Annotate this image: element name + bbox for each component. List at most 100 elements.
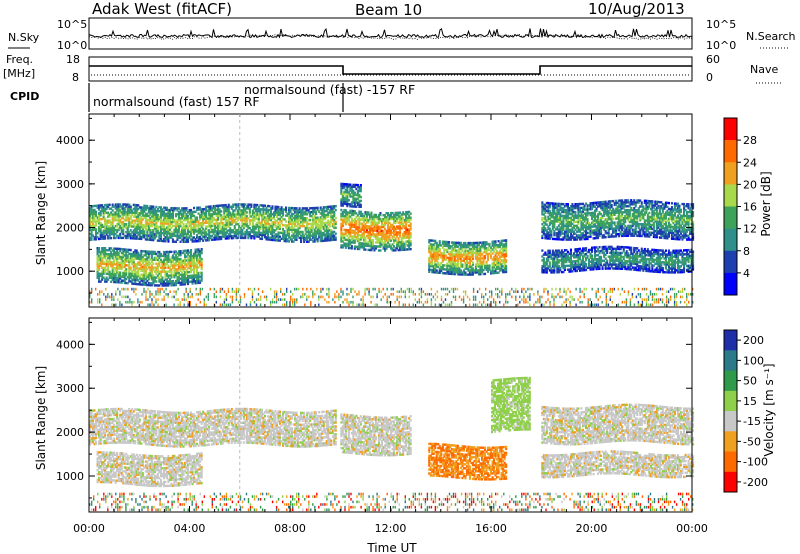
nave-tick-top: 60 [706, 53, 720, 66]
velocity-colorbar-label-2: 50 [743, 375, 757, 388]
freq-panel-frame [89, 57, 692, 81]
freq-tick-bottom: 8 [72, 71, 79, 84]
time-tick-label-6: 00:00 [676, 522, 708, 535]
velocity-ytick-label-1: 2000 [56, 426, 84, 439]
power-colorbar: 4 8 12 16 20 24 28 [724, 118, 757, 295]
velocity-echo-2 [340, 413, 411, 456]
power-colorbar-label-0: 4 [743, 267, 750, 280]
power-colorbar-label-2: 12 [743, 223, 757, 236]
nave-tick-bottom: 0 [706, 71, 713, 84]
power-colorbar-label-4: 20 [743, 178, 757, 191]
freq-label-2: [MHz] [3, 67, 35, 80]
power-echo-4 [428, 239, 507, 276]
velocity-echo-3 [428, 443, 507, 481]
power-colorbar-swatch-4 [724, 207, 737, 229]
freq-trace [89, 66, 692, 74]
time-tick-label-2: 08:00 [274, 522, 306, 535]
power-colorbar-swatch-1 [724, 140, 737, 162]
power-colorbar-label-5: 24 [743, 156, 757, 169]
noise-panel: N.Sky 10^5 10^0 10^5 10^0 N.Search [8, 18, 796, 52]
power-colorbar-swatch-0 [724, 118, 737, 140]
velocity-colorbar-swatch-1 [724, 350, 737, 371]
power-ytick-label-3: 4000 [56, 134, 84, 147]
cpid-panel: CPID normalsound (fast) 157 RF normalsou… [10, 82, 415, 112]
freq-tick-top: 18 [66, 53, 80, 66]
velocity-colorbar-label-7: -200 [743, 476, 768, 489]
time-tick-label-5: 20:00 [576, 522, 608, 535]
velocity-colorbar-swatch-0 [724, 330, 737, 351]
velocity-ytick-label-2: 3000 [56, 382, 84, 395]
time-axis-label: Time UT [366, 541, 417, 554]
power-ylabel: Slant Range [km] [34, 161, 48, 265]
radar-figure: Adak West (fitACF) Beam 10 10/Aug/2013 N… [0, 0, 800, 554]
noise-tick-right-top: 10^5 [706, 18, 736, 31]
velocity-ylabel: Slant Range [km] [34, 366, 48, 470]
power-colorbar-swatch-2 [724, 162, 737, 184]
power-colorbar-label-3: 16 [743, 201, 757, 214]
power-echo-3 [340, 183, 362, 208]
velocity-colorbar-swatch-3 [724, 391, 737, 412]
velocity-colorbar-label-3: 15 [743, 395, 757, 408]
power-colorbar-swatch-3 [724, 184, 737, 206]
velocity-cells [89, 377, 694, 511]
noise-tick-right-bottom: 10^0 [706, 39, 736, 52]
power-colorbar-swatch-6 [724, 251, 737, 273]
velocity-colorbar-swatch-5 [724, 431, 737, 452]
velocity-ytick-label-3: 4000 [56, 338, 84, 351]
power-echo-1 [97, 247, 203, 287]
velocity-colorbar-swatch-7 [724, 472, 737, 493]
power-echo-2 [340, 209, 411, 252]
velocity-colorbar-label: Velocity [m s⁻¹] [762, 363, 776, 456]
velocity-echo-5 [541, 404, 694, 446]
noise-search-label: N.Search [746, 30, 796, 43]
velocity-colorbar-label-0: 200 [743, 334, 764, 347]
power-panel: 1000 2000 3000 4000 Slant Range [km] 4 8 12 16… [34, 114, 773, 307]
power-echo-5 [541, 199, 694, 241]
velocity-colorbar-swatch-4 [724, 411, 737, 432]
noise-tick-left-top: 10^5 [57, 18, 87, 31]
velocity-near-range-echo [89, 493, 693, 511]
cpid-segment-1: normalsound (fast) 157 RF [93, 94, 260, 109]
freq-label-1: Freq. [6, 53, 33, 66]
velocity-panel: 1000 2000 3000 4000 Slant Range [km] 200 100… [34, 318, 776, 512]
time-tick-label-0: 00:00 [73, 522, 105, 535]
date-title: 10/Aug/2013 [588, 0, 685, 18]
cpid-label: CPID [10, 90, 39, 103]
power-near-range-echo [89, 288, 693, 306]
velocity-echo-1 [97, 451, 203, 487]
power-colorbar-swatch-7 [724, 273, 737, 295]
power-colorbar-swatch-5 [724, 229, 737, 251]
velocity-colorbar-label-5: -50 [743, 435, 761, 448]
velocity-ytick-label-0: 1000 [56, 470, 84, 483]
time-tick-label-4: 16:00 [475, 522, 507, 535]
power-ytick-label-2: 3000 [56, 178, 84, 191]
power-colorbar-label-1: 8 [743, 245, 750, 258]
station-title: Adak West (fitACF) [92, 0, 232, 18]
velocity-colorbar-label-1: 100 [743, 354, 764, 367]
power-ytick-label-0: 1000 [56, 265, 84, 278]
noise-tick-left-bottom: 10^0 [57, 39, 87, 52]
time-axis: 00:00 04:00 08:00 12:00 16:00 20:00 00:00 [73, 522, 708, 535]
noise-panel-frame [89, 18, 692, 49]
time-tick-label-3: 12:00 [375, 522, 407, 535]
power-echo-0 [89, 203, 337, 243]
beam-title: Beam 10 [355, 1, 422, 19]
velocity-colorbar-label-4: -15 [743, 415, 761, 428]
noise-sky-label: N.Sky [8, 31, 40, 44]
cpid-segment-2: normalsound (fast) -157 RF [244, 82, 415, 97]
velocity-echo-4 [491, 377, 531, 433]
power-cells [89, 183, 694, 306]
noise-sky-trace [89, 29, 692, 41]
power-colorbar-label: Power [dB] [759, 171, 773, 236]
velocity-colorbar-swatch-2 [724, 371, 737, 392]
power-ytick-label-1: 2000 [56, 222, 84, 235]
velocity-colorbar-label-6: -100 [743, 456, 768, 469]
power-echo-6 [541, 246, 694, 274]
velocity-colorbar-swatch-6 [724, 452, 737, 473]
velocity-echo-0 [89, 408, 337, 448]
velocity-echo-6 [541, 450, 694, 478]
nave-label: Nave [750, 63, 778, 76]
time-tick-label-1: 04:00 [174, 522, 206, 535]
freq-panel: Freq. [MHz] 18 8 60 0 Nave [3, 53, 782, 84]
power-colorbar-label-6: 28 [743, 134, 757, 147]
